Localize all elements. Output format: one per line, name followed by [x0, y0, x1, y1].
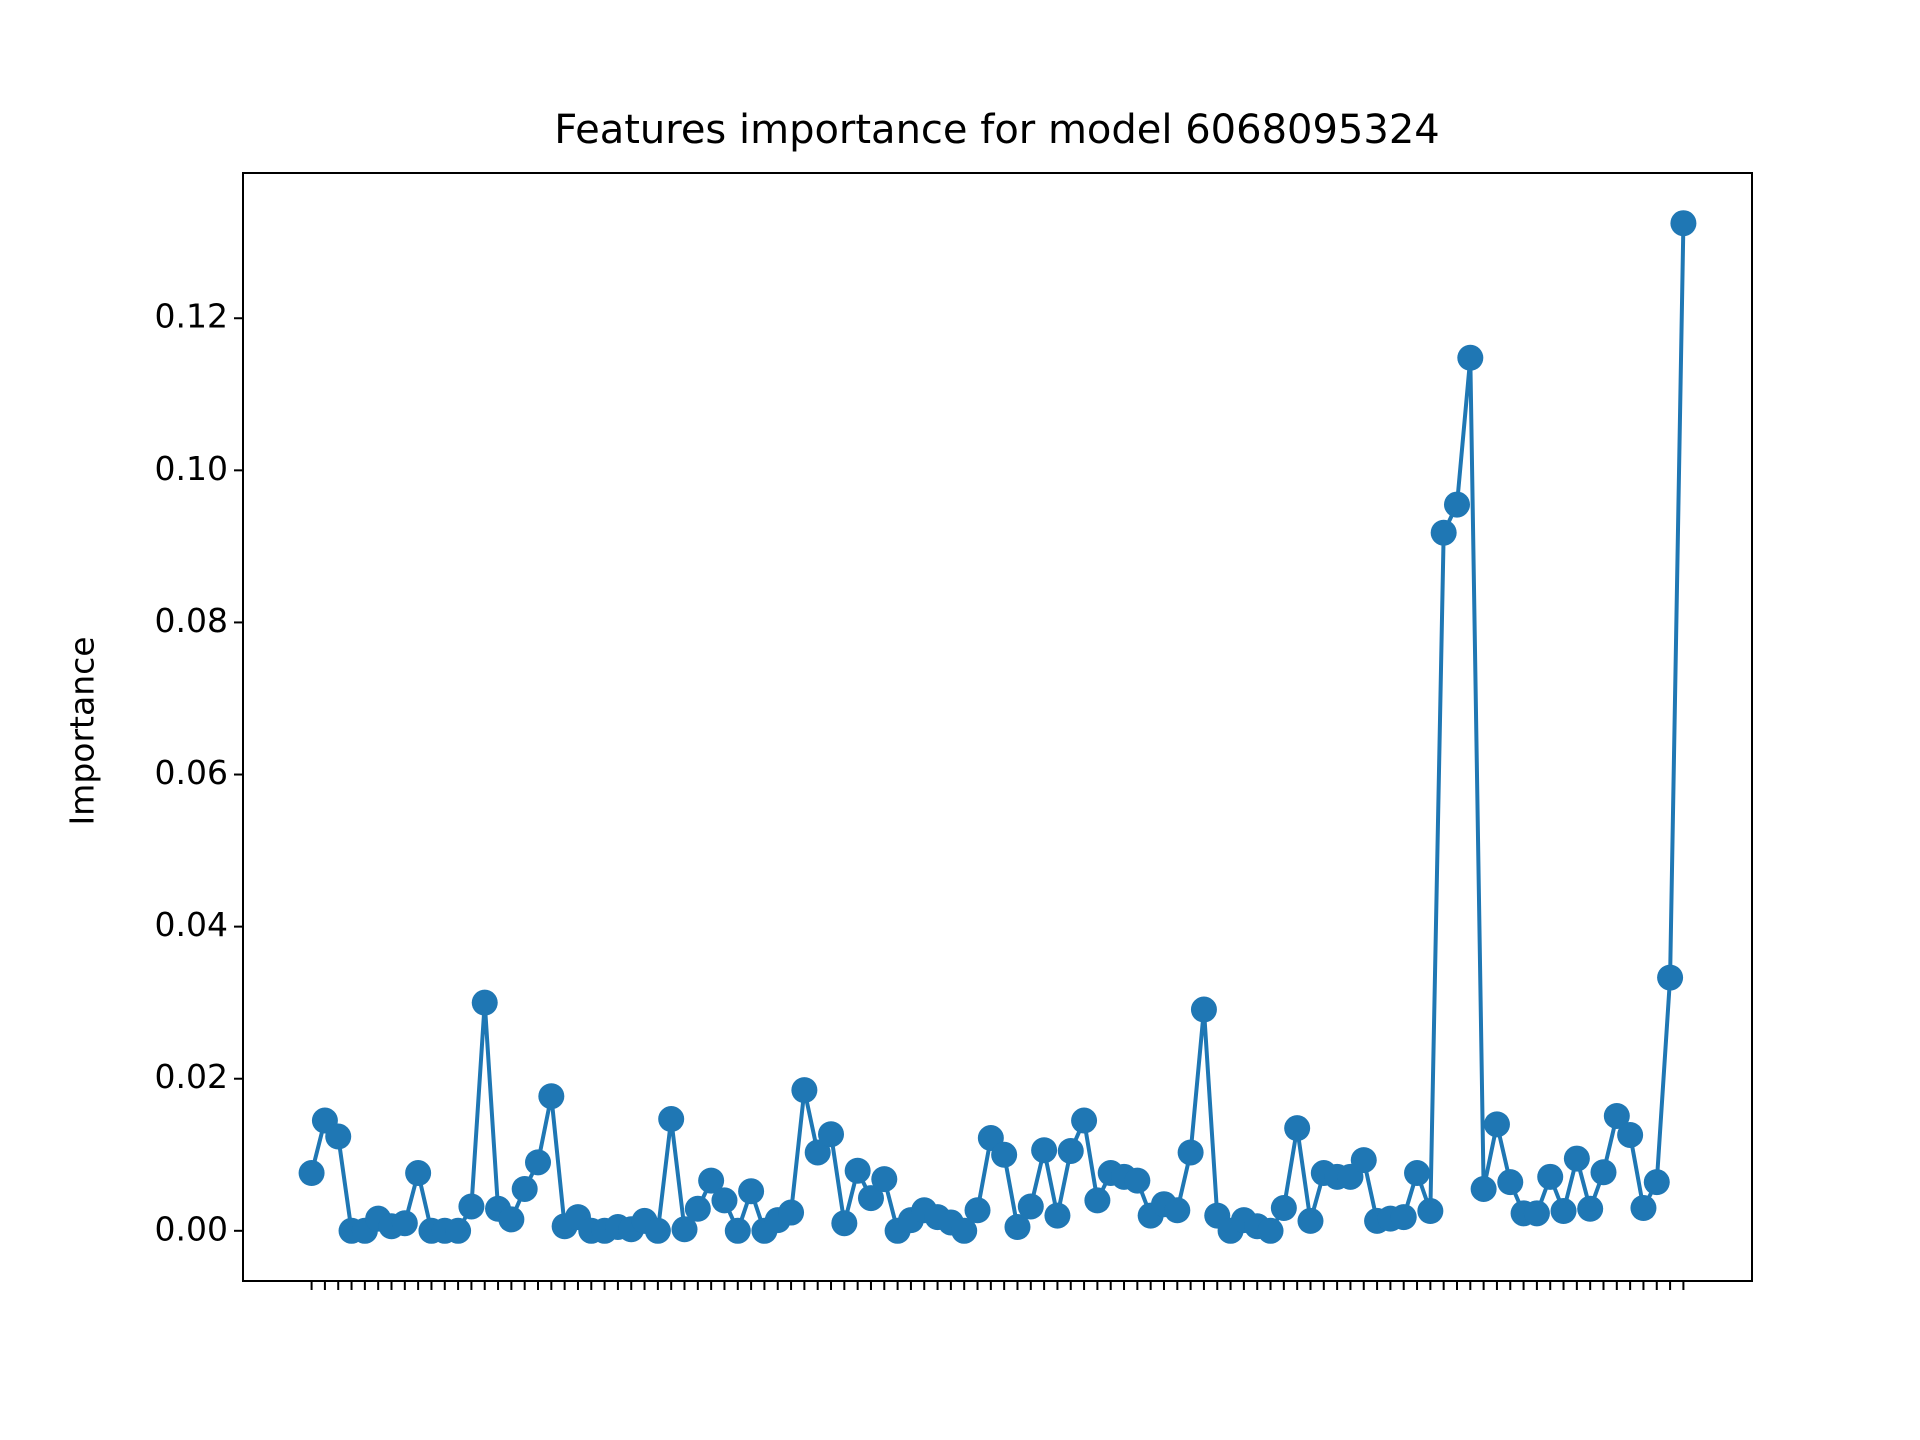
- data-point: [1630, 1194, 1657, 1221]
- y-axis-label: Importance: [63, 636, 102, 825]
- data-point: [857, 1185, 884, 1212]
- data-point: [698, 1167, 725, 1194]
- data-point: [1657, 964, 1684, 991]
- y-tick-label: 0.10: [155, 449, 228, 488]
- data-point: [1284, 1115, 1311, 1142]
- data-point: [471, 989, 498, 1016]
- data-point: [724, 1217, 751, 1244]
- data-point: [1057, 1137, 1084, 1164]
- data-point: [445, 1217, 472, 1244]
- data-point: [1537, 1163, 1564, 1190]
- data-point: [1590, 1159, 1617, 1186]
- data-point: [778, 1199, 805, 1226]
- data-point: [791, 1077, 818, 1104]
- plot-frame: [242, 172, 1753, 1282]
- data-point: [1670, 210, 1697, 237]
- data-point: [1457, 344, 1484, 371]
- data-point: [871, 1166, 898, 1193]
- data-point: [1430, 519, 1457, 546]
- y-tick-label: 0.00: [155, 1209, 228, 1248]
- data-point: [1031, 1137, 1058, 1164]
- data-point: [1497, 1169, 1524, 1196]
- data-point: [325, 1123, 352, 1150]
- data-point: [498, 1206, 525, 1233]
- data-point: [1177, 1139, 1204, 1166]
- data-point: [1004, 1214, 1031, 1241]
- y-tick-label: 0.04: [155, 905, 228, 944]
- data-point: [525, 1149, 552, 1176]
- data-point: [1470, 1175, 1497, 1202]
- y-tick-label: 0.08: [155, 601, 228, 640]
- data-point: [391, 1210, 418, 1237]
- y-tick-label: 0.02: [155, 1057, 228, 1096]
- data-point: [1404, 1160, 1431, 1187]
- data-point: [511, 1175, 538, 1202]
- data-point: [1550, 1198, 1577, 1225]
- data-point: [298, 1160, 325, 1187]
- data-point: [1417, 1198, 1444, 1225]
- data-point: [1443, 491, 1470, 518]
- data-point: [831, 1210, 858, 1237]
- data-point: [1124, 1167, 1151, 1194]
- data-line: [309, 223, 1686, 1233]
- data-point: [1270, 1194, 1297, 1221]
- data-point: [1643, 1169, 1670, 1196]
- data-point: [1017, 1193, 1044, 1220]
- data-point: [658, 1106, 685, 1133]
- data-point: [1084, 1187, 1111, 1214]
- y-tick-label: 0.12: [155, 297, 228, 336]
- data-point: [1603, 1102, 1630, 1129]
- data-point: [1164, 1197, 1191, 1224]
- data-point: [671, 1216, 698, 1243]
- data-point: [1617, 1121, 1644, 1148]
- data-point: [991, 1141, 1018, 1168]
- data-point: [405, 1160, 432, 1187]
- data-point: [1350, 1147, 1377, 1174]
- data-point: [1044, 1202, 1071, 1229]
- chart-title: Features importance for model 6068095324: [554, 107, 1439, 153]
- data-point: [458, 1193, 485, 1220]
- data-point: [1563, 1145, 1590, 1172]
- data-point: [804, 1139, 831, 1166]
- data-point: [1257, 1217, 1284, 1244]
- data-point: [844, 1157, 871, 1184]
- data-point: [1297, 1207, 1324, 1234]
- data-point: [818, 1121, 845, 1148]
- data-point: [951, 1217, 978, 1244]
- data-point: [964, 1197, 991, 1224]
- data-point: [644, 1217, 671, 1244]
- data-point: [1071, 1107, 1098, 1134]
- data-point: [711, 1187, 738, 1214]
- data-point: [684, 1195, 711, 1222]
- data-point: [1483, 1111, 1510, 1138]
- data-point: [1190, 996, 1217, 1023]
- data-point: [1577, 1195, 1604, 1222]
- y-tick-label: 0.06: [155, 753, 228, 792]
- data-point: [1390, 1204, 1417, 1231]
- data-point: [738, 1178, 765, 1205]
- data-point: [538, 1083, 565, 1110]
- data-point: [1523, 1200, 1550, 1227]
